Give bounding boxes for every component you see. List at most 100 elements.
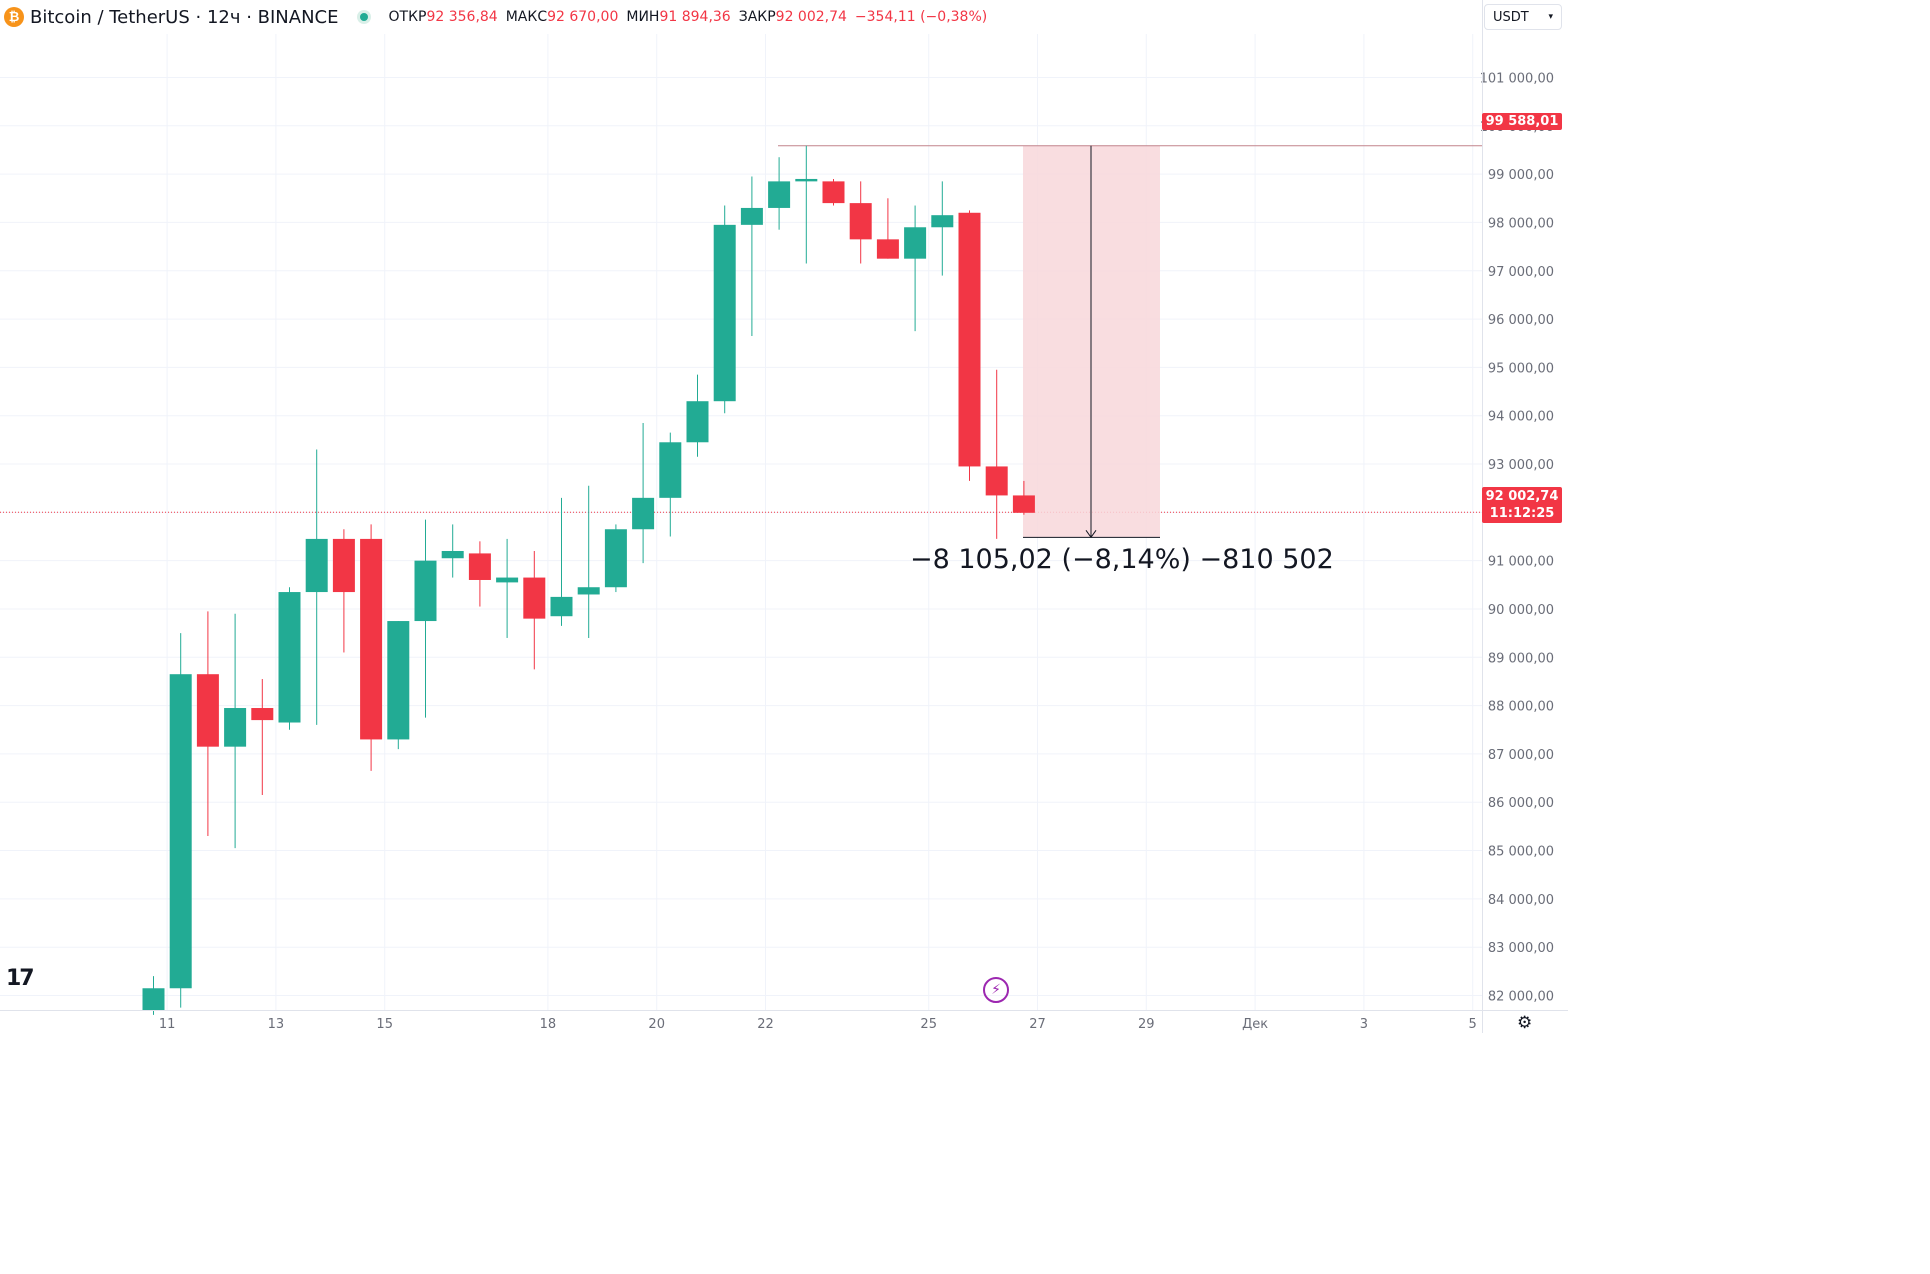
measure-label: −8 105,02 (−8,14%) −810 502 — [910, 544, 1334, 575]
last-price-value: 92 002,74 — [1485, 489, 1559, 504]
candle — [468, 541, 491, 607]
candle-body — [196, 674, 219, 747]
candle-body — [142, 988, 165, 1010]
time-tick-label: 29 — [1138, 1017, 1155, 1032]
price-tick-label: 84 000,00 — [1488, 893, 1554, 908]
time-axis[interactable]: 11 13 15 18 20 22 25 27 29 Дек 3 5 — [0, 1010, 1568, 1033]
candle — [550, 497, 573, 626]
candle-body — [795, 178, 818, 182]
high-value: 92 670,00 — [547, 9, 619, 25]
close-label: ЗАКР — [738, 9, 776, 25]
price-tick-label: 97 000,00 — [1488, 265, 1554, 280]
measure-zone — [778, 145, 1482, 539]
price-tick-label: 95 000,00 — [1488, 361, 1554, 376]
high-price-tag-value: 99 588,01 — [1485, 114, 1559, 129]
price-tick-label: 101 000,00 — [1480, 71, 1554, 86]
candle-body — [441, 550, 464, 559]
candle-body — [822, 181, 845, 204]
candle — [768, 157, 791, 230]
candle — [958, 210, 981, 481]
candle — [632, 422, 655, 564]
price-tick-label: 98 000,00 — [1488, 216, 1554, 231]
candle — [523, 550, 546, 670]
time-tick-label: 25 — [920, 1017, 937, 1032]
candle — [496, 538, 519, 638]
low-label: МИН — [626, 9, 660, 25]
time-tick-label: 27 — [1029, 1017, 1046, 1032]
candle-body — [278, 592, 301, 723]
price-tick-label: 90 000,00 — [1488, 603, 1554, 618]
candlestick-chart[interactable]: 82 000,00 83 000,00 84 000,00 85 000,00 86 0… — [0, 0, 1568, 1033]
candle — [659, 432, 682, 537]
chevron-down-icon: ▾ — [1548, 12, 1553, 22]
candle-body — [496, 577, 519, 583]
candle-body — [768, 181, 791, 208]
change-value: −354,11 (−0,38%) — [854, 9, 988, 25]
candle — [931, 181, 954, 276]
price-tick-label: 88 000,00 — [1488, 700, 1554, 715]
price-tick-label: 85 000,00 — [1488, 845, 1554, 860]
bar-countdown: 11:12:25 — [1489, 506, 1555, 521]
candle-body — [523, 577, 546, 619]
candle-body — [985, 466, 1008, 496]
time-tick-label: 15 — [376, 1017, 393, 1032]
candle-body — [713, 224, 736, 402]
candles — [142, 145, 1035, 1015]
candle — [740, 176, 763, 336]
candle — [278, 587, 301, 730]
symbol-title[interactable]: Bitcoin / TetherUS · 12ч · BINANCE — [30, 6, 339, 28]
market-status-icon — [356, 10, 371, 24]
candle-body — [740, 207, 763, 225]
candle-body — [468, 553, 491, 580]
price-tick-label: 91 000,00 — [1488, 555, 1554, 570]
candle — [795, 145, 818, 264]
currency-select[interactable]: USDT ▾ — [1484, 4, 1562, 30]
candle — [604, 524, 627, 593]
candle-body — [876, 239, 899, 259]
open-label: ОТКР — [388, 9, 427, 25]
measure-arrow-head — [1085, 530, 1097, 539]
price-axis[interactable]: 82 000,00 83 000,00 84 000,00 85 000,00 86 0… — [1480, 0, 1554, 1033]
open-value: 92 356,84 — [426, 9, 498, 25]
candle-body — [686, 401, 709, 443]
tradingview-logo[interactable]: 17 — [6, 966, 35, 991]
candle — [985, 369, 1008, 539]
last-price-tag: 92 002,74 11:12:25 — [1482, 487, 1562, 523]
candle-body — [577, 587, 600, 595]
time-tick-label: Дек — [1242, 1017, 1268, 1032]
candle-body — [550, 596, 573, 617]
candle-body — [360, 538, 383, 740]
candle-body — [604, 529, 627, 588]
candle-body — [1012, 495, 1035, 513]
price-tick-label: 94 000,00 — [1488, 410, 1554, 425]
candle-body — [632, 497, 655, 530]
candle — [713, 205, 736, 414]
candle — [822, 178, 845, 206]
candle — [577, 485, 600, 638]
grid — [0, 34, 1482, 1010]
candle — [414, 519, 437, 718]
candle — [224, 613, 247, 849]
candle-body — [387, 621, 410, 740]
settings-icon[interactable]: ⚙ — [1517, 1013, 1533, 1033]
price-tick-label: 82 000,00 — [1488, 990, 1554, 1005]
candle-body — [305, 538, 328, 593]
candle — [441, 524, 464, 578]
price-tick-label: 93 000,00 — [1488, 458, 1554, 473]
candle — [305, 449, 328, 725]
time-tick-label: 13 — [268, 1017, 285, 1032]
low-value: 91 894,36 — [659, 9, 731, 25]
time-tick-label: 5 — [1469, 1017, 1477, 1032]
lightning-icon[interactable]: ⚡ — [983, 977, 1009, 1003]
candle — [387, 621, 410, 750]
candle — [196, 611, 219, 837]
candle-body — [904, 227, 927, 259]
candle — [849, 181, 872, 264]
candle — [686, 374, 709, 457]
candle-body — [169, 674, 192, 989]
candle — [142, 976, 165, 1015]
bitcoin-icon: ₿ — [4, 7, 24, 27]
candle — [251, 679, 274, 795]
high-price-tag: 99 588,01 — [1482, 113, 1562, 130]
price-tick-label: 89 000,00 — [1488, 651, 1554, 666]
